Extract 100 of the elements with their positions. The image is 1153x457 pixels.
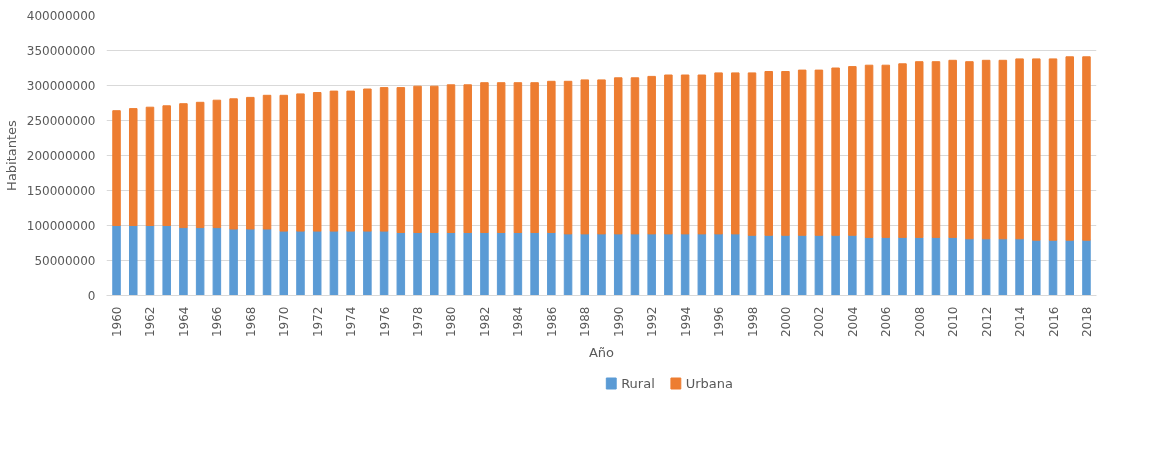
legend-label: Rural xyxy=(621,376,655,391)
x-tick-label: 2002 xyxy=(812,306,827,338)
bar xyxy=(981,238,991,296)
bar xyxy=(212,227,222,296)
bar xyxy=(563,80,573,235)
bar xyxy=(864,64,874,238)
bar xyxy=(480,232,489,296)
bar xyxy=(1015,58,1024,240)
bar xyxy=(881,236,891,296)
bar xyxy=(446,84,456,233)
x-tick-label: 1988 xyxy=(578,306,593,338)
bar xyxy=(664,233,673,296)
bar xyxy=(948,59,957,238)
bar xyxy=(1082,56,1091,241)
y-tick-label: 100000000 xyxy=(26,219,96,233)
y-tick-label: 0 xyxy=(87,289,96,303)
x-tick-label: 1972 xyxy=(310,306,325,338)
bar xyxy=(697,74,707,235)
bar xyxy=(195,101,205,229)
bar xyxy=(647,233,656,296)
y-tick-label: 400000000 xyxy=(26,9,96,23)
bar xyxy=(396,232,406,296)
bar xyxy=(246,96,255,230)
bar xyxy=(1015,238,1024,296)
x-tick-label: 1968 xyxy=(243,306,258,338)
bar xyxy=(446,232,456,296)
bar xyxy=(597,233,606,296)
bar xyxy=(998,238,1008,296)
x-tick-label: 1998 xyxy=(745,306,760,338)
x-tick-label: 1962 xyxy=(143,306,158,338)
bar xyxy=(814,69,824,236)
bar xyxy=(547,80,556,233)
x-tick-label: 2016 xyxy=(1046,306,1061,338)
bar xyxy=(329,230,339,296)
bar xyxy=(379,230,389,296)
bar xyxy=(430,232,439,296)
bar xyxy=(1065,239,1075,296)
bar xyxy=(480,82,489,233)
bar xyxy=(914,61,924,238)
bar xyxy=(463,84,472,233)
y-tick-label: 350000000 xyxy=(26,44,96,58)
x-tick-label: 1964 xyxy=(176,306,191,338)
bar xyxy=(664,74,673,235)
bar xyxy=(714,233,723,296)
bar xyxy=(112,225,121,296)
bar xyxy=(162,105,171,226)
bar xyxy=(831,67,840,236)
x-tick-label: 2000 xyxy=(778,306,793,338)
bar xyxy=(329,90,339,232)
bar xyxy=(279,94,289,232)
bar xyxy=(379,87,389,232)
bar xyxy=(680,74,690,235)
bar xyxy=(463,232,472,296)
bar xyxy=(613,233,623,296)
x-tick-label: 1994 xyxy=(678,306,693,338)
y-tick-label: 200000000 xyxy=(26,149,96,163)
bar xyxy=(346,90,355,232)
x-tick-label: 1992 xyxy=(645,306,660,338)
bar xyxy=(1048,239,1058,296)
x-tick-label: 1982 xyxy=(477,306,492,338)
bar xyxy=(296,230,305,296)
y-tick-label: 250000000 xyxy=(26,114,96,128)
bar xyxy=(496,82,506,233)
bar xyxy=(563,233,573,296)
bar xyxy=(296,93,305,232)
bar xyxy=(747,234,757,296)
bar xyxy=(948,236,957,296)
bar xyxy=(246,228,255,296)
x-tick-label: 1984 xyxy=(511,306,526,338)
x-tick-label: 2014 xyxy=(1013,306,1028,338)
bar xyxy=(530,232,539,296)
bar xyxy=(797,234,807,296)
y-tick-label: 50000000 xyxy=(34,254,96,268)
bar xyxy=(630,233,640,296)
bar xyxy=(312,92,322,232)
x-tick-label: 1978 xyxy=(411,306,426,338)
bar xyxy=(513,232,523,296)
x-tick-label: 1996 xyxy=(712,306,727,338)
bar xyxy=(1082,239,1091,296)
bar xyxy=(981,59,991,240)
bar xyxy=(530,82,539,233)
bar xyxy=(179,227,188,296)
x-tick-label: 2012 xyxy=(979,306,994,338)
y-axis-title: Habitantes xyxy=(3,119,19,191)
bar xyxy=(781,71,790,236)
legend-label: Urbana xyxy=(685,376,734,391)
bar xyxy=(513,82,523,233)
x-tick-label: 1960 xyxy=(110,306,125,338)
x-tick-label: 2018 xyxy=(1079,306,1094,338)
bar xyxy=(881,64,891,238)
bar xyxy=(430,85,439,233)
bar xyxy=(747,72,757,236)
bar xyxy=(781,234,790,296)
bar xyxy=(262,228,272,296)
bar xyxy=(714,72,723,235)
bar xyxy=(547,232,556,296)
x-tick-label: 1980 xyxy=(444,306,459,338)
bar xyxy=(597,79,606,235)
bar xyxy=(898,236,907,296)
bar xyxy=(931,61,941,238)
